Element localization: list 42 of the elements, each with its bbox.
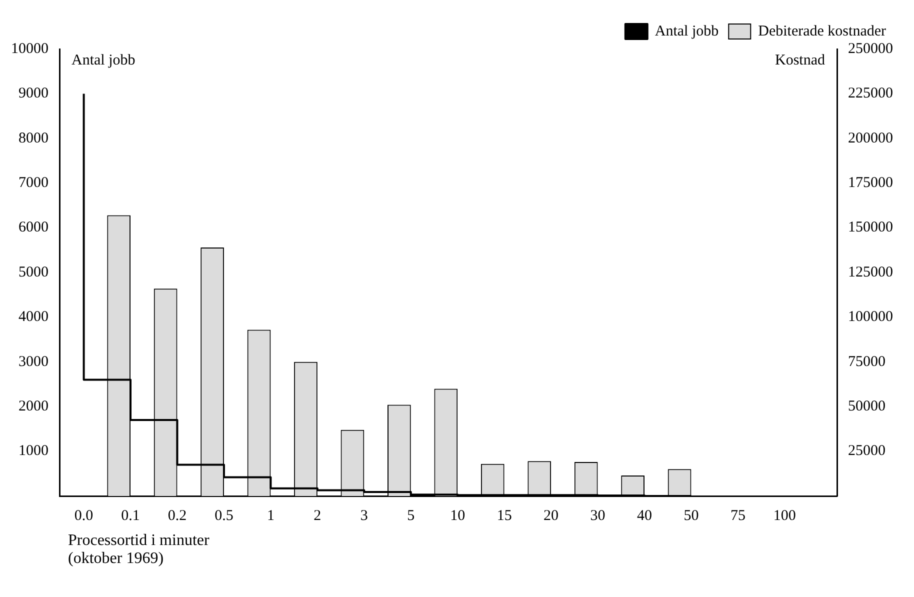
y-tick-label: 2000 xyxy=(18,398,48,415)
y-tick-label: 6000 xyxy=(18,220,48,236)
x-tick-label: 0.0 xyxy=(74,508,94,524)
x-tick-label: 20 xyxy=(544,508,559,524)
x-tick-label: 1 xyxy=(266,508,274,524)
y-tick-label: 5000 xyxy=(18,264,48,280)
x-tick-label: 3 xyxy=(360,508,368,524)
x-tick-label: 75 xyxy=(730,508,746,524)
legend-label: Debiterade kostnader xyxy=(758,23,886,40)
y2-tick-label: 25000 xyxy=(848,443,886,460)
y2-tick-label: 100000 xyxy=(848,309,893,326)
x-axis-title: Processortid i minuter xyxy=(68,532,210,550)
y2-tick-label: 250000 xyxy=(848,40,893,57)
y2-tick-label: 75000 xyxy=(848,354,886,370)
y2-tick-label: 150000 xyxy=(848,220,893,236)
y-tick-label: 10000 xyxy=(11,40,48,57)
y-tick-label: 4000 xyxy=(18,309,48,326)
x-tick-label: 40 xyxy=(636,508,652,524)
y-tick-label: 7000 xyxy=(18,175,48,192)
y2-axis-title: Kostnad xyxy=(775,52,826,68)
text: (oktober 1969) xyxy=(68,550,165,568)
x-tick-label: 30 xyxy=(590,508,606,524)
y2-tick-label: 225000 xyxy=(848,86,893,102)
y-axis-title: Antal jobb xyxy=(72,52,136,68)
x-tick-label: 5 xyxy=(407,508,415,524)
x-tick-label: 50 xyxy=(684,508,699,524)
y-tick-label: 1000 xyxy=(18,443,48,460)
x-tick-label: 100 xyxy=(773,508,796,524)
x-tick-label: 10 xyxy=(450,508,466,524)
x-tick-label: 0.1 xyxy=(121,508,140,524)
y-tick-label: 8000 xyxy=(18,130,48,146)
y2-tick-label: 200000 xyxy=(848,130,893,146)
x-tick-label: 0.2 xyxy=(168,508,187,524)
y2-tick-label: 175000 xyxy=(848,175,893,192)
y-tick-label: 9000 xyxy=(18,86,48,102)
legend-label: Antal jobb xyxy=(654,23,719,40)
x-tick-label: 2 xyxy=(314,508,322,524)
x-tick-label: 15 xyxy=(496,508,512,524)
y-tick-label: 3000 xyxy=(18,354,48,370)
x-tick-label: 0.5 xyxy=(214,508,234,524)
y2-tick-label: 125000 xyxy=(848,264,893,280)
y2-tick-label: 50000 xyxy=(848,398,886,415)
